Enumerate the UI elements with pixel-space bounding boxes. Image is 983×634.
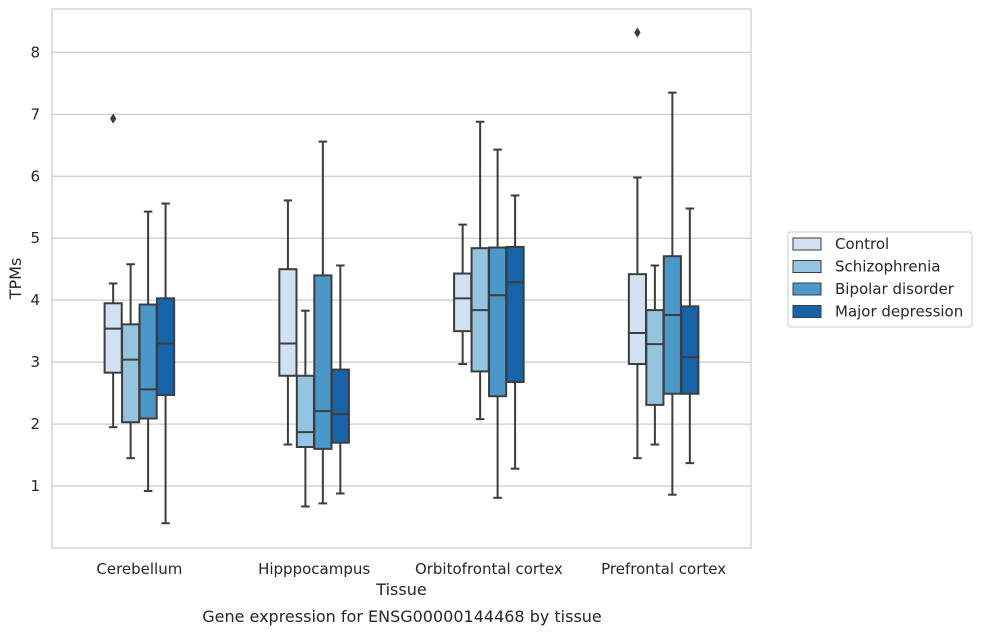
legend-swatch [792,260,822,273]
legend-frame [787,231,973,328]
box-iqr [488,246,508,398]
x-tick-label: Orbitofrontal cortex [415,560,563,578]
x-axis-label: Tissue [375,580,426,599]
x-tick-label: Prefrontal cortex [601,560,726,578]
legend-item: Major depression [792,303,963,321]
x-tick-labels: Cerebellum Hipppocampus Orbitofrontal cort… [96,560,726,578]
box-control [103,113,123,429]
legend-item: Control [792,235,889,253]
box-schizophrenia [121,263,141,460]
legend: Control Schizophrenia Bipolar disorder Majo… [787,231,973,328]
legend-swatch [792,282,822,296]
y-tick-label: 5 [30,229,40,247]
grid-lines [52,51,751,487]
x-tick-label: Cerebellum [96,560,182,578]
box-iqr [330,368,350,444]
box-control [278,199,298,446]
box-iqr [295,374,315,449]
box-iqr [278,268,298,377]
y-tick-label: 6 [30,167,40,185]
outlier-point [634,27,641,38]
legend-item: Schizophrenia [792,258,940,276]
legend-label: Bipolar disorder [835,280,955,298]
x-tick-label: Hipppocampus [258,560,370,578]
y-tick-label: 7 [30,105,40,123]
y-tick-label: 4 [30,291,40,309]
legend-label: Major depression [835,303,963,321]
legend-label: Control [835,235,889,253]
box-iqr [138,303,158,420]
y-tick-label: 2 [30,415,40,433]
box-iqr [645,309,665,406]
box-control [453,223,473,365]
y-tick-label: 3 [30,353,40,371]
box-major-depression [505,194,525,470]
box-iqr [156,297,176,396]
y-tick-labels: 1 2 3 4 5 6 7 8 [30,43,40,495]
box-iqr [453,272,473,333]
box-iqr [121,323,141,424]
box-schizophrenia [470,120,490,421]
outlier-point [109,113,117,124]
legend-swatch [792,305,822,318]
box-iqr [103,302,123,374]
box-schizophrenia [295,309,315,508]
box-control [627,27,647,460]
plot-frame [51,8,752,549]
legend-item: Bipolar disorder [792,280,955,298]
y-axis-label: TPMs [6,258,25,301]
box-schizophrenia [645,264,665,446]
box-bipolar-disorder [138,210,158,493]
chart-caption: Gene expression for ENSG00000144468 by t… [202,607,602,626]
box-iqr [662,255,682,395]
box-iqr [627,273,647,365]
legend-label: Schizophrenia [835,258,940,276]
legend-swatch [792,237,822,251]
box-iqr [505,245,525,383]
y-tick-label: 1 [30,477,40,495]
box-bipolar-disorder [488,148,508,499]
box-major-depression [680,207,700,465]
y-tick-label: 8 [30,43,40,61]
box-iqr [313,274,333,450]
box-bipolar-disorder [313,140,333,505]
box-major-depression [330,264,350,495]
box-bipolar-disorder [662,91,682,496]
box-iqr [680,305,700,395]
boxes [103,27,700,525]
box-major-depression [156,202,176,525]
